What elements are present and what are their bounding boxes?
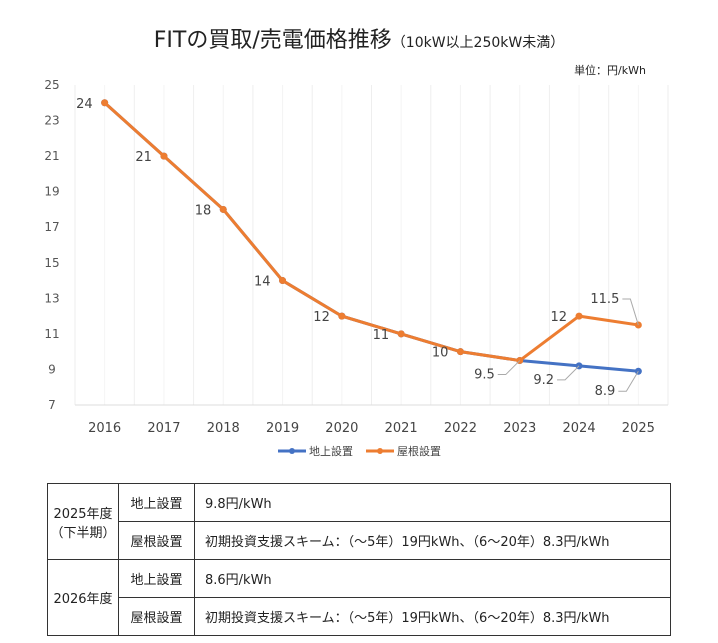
price-cell: 初期投資支援スキーム：（〜5年）19円kWh、（6〜20年）8.3円/kWh [194, 597, 671, 636]
x-tick-label: 2016 [88, 421, 121, 436]
year-cell: 2025年度 （下半期） [47, 483, 119, 560]
y-tick-label: 9 [48, 362, 56, 376]
data-label: 10 [432, 346, 449, 361]
kind-cell: 屋根設置 [118, 597, 195, 636]
y-tick-label: 25 [44, 78, 59, 92]
x-tick-label: 2017 [147, 421, 180, 436]
price-cell: 8.6円/kWh [194, 559, 671, 598]
data-point [101, 99, 109, 107]
price-cell: 初期投資支援スキーム：（〜5年）19円kWh、（6〜20年）8.3円/kWh [194, 521, 671, 560]
data-point [575, 312, 583, 320]
leader-line [622, 298, 639, 326]
kind-cell: 屋根設置 [118, 521, 195, 560]
data-label: 11.5 [590, 292, 619, 307]
y-tick-label: 17 [44, 220, 59, 234]
data-label: 9.5 [474, 368, 495, 383]
unit-label: 単位：円/kWh [574, 64, 646, 77]
table-row: 屋根設置 初期投資支援スキーム：（〜5年）19円kWh、（6〜20年）8.3円/k… [48, 597, 671, 636]
data-label: 8.9 [595, 384, 616, 399]
data-label: 14 [254, 275, 271, 290]
leader-line [497, 360, 521, 376]
y-tick-label: 11 [44, 327, 59, 341]
leader-line [618, 370, 639, 392]
data-point [160, 152, 168, 160]
x-tick-label: 2023 [503, 421, 536, 436]
x-tick-label: 2020 [325, 421, 358, 436]
series-line-屋根設置 [103, 101, 639, 363]
data-label: 18 [195, 203, 212, 218]
y-tick-label: 21 [44, 149, 59, 163]
line-chart: 7 9 11 13 15 17 19 21 23 25 2016 2017 2018 2019 2020 20… [44, 78, 669, 458]
data-label: 9.2 [533, 373, 554, 388]
legend-marker [289, 448, 295, 454]
leader-line [557, 365, 580, 381]
x-tick-label: 2024 [563, 421, 596, 436]
data-label: 24 [76, 97, 93, 112]
price-table: 2025年度 （下半期） 地上設置 9.8円/kWh 屋根設置 初期投資支援スキーム：（… [47, 483, 671, 636]
legend-label: 地上設置 [309, 444, 353, 458]
x-tick-label: 2025 [622, 421, 655, 436]
data-point [456, 348, 464, 356]
table-row: 屋根設置 初期投資支援スキーム：（〜5年）19円kWh、（6〜20年）8.3円/k… [48, 521, 671, 560]
y-tick-label: 7 [48, 398, 56, 412]
year-cell: 2026年度 [47, 559, 119, 636]
data-label: 11 [373, 328, 390, 343]
y-tick-label: 15 [44, 256, 59, 270]
title-main: FITの買取/売電価格推移 [153, 28, 392, 53]
table-row: 2026年度 地上設置 8.6円/kWh [47, 559, 671, 636]
legend-label: 屋根設置 [397, 444, 441, 458]
x-tick-label: 2022 [444, 421, 477, 436]
y-tick-label: 13 [44, 291, 59, 305]
data-point [338, 312, 346, 320]
data-point [219, 205, 227, 213]
data-point [397, 330, 405, 338]
x-tick-label: 2021 [385, 421, 418, 436]
y-tick-label: 19 [44, 185, 59, 199]
data-label: 21 [135, 150, 152, 165]
data-label: 12 [313, 310, 330, 325]
x-tick-label: 2018 [207, 421, 240, 436]
data-point [279, 277, 287, 285]
kind-cell: 地上設置 [118, 483, 195, 522]
title-sub: （10kW以上250kW未満） [391, 35, 565, 51]
legend-marker [377, 448, 383, 454]
data-label: 12 [551, 310, 568, 325]
price-cell: 9.8円/kWh [194, 483, 671, 522]
table-row: 2025年度 （下半期） 地上設置 9.8円/kWh [47, 483, 671, 560]
y-tick-label: 23 [44, 114, 59, 128]
kind-cell: 地上設置 [118, 559, 195, 598]
x-tick-label: 2019 [266, 421, 299, 436]
chart-title: FITの買取/売電価格推移（10kW以上250kW未満） [0, 22, 718, 54]
